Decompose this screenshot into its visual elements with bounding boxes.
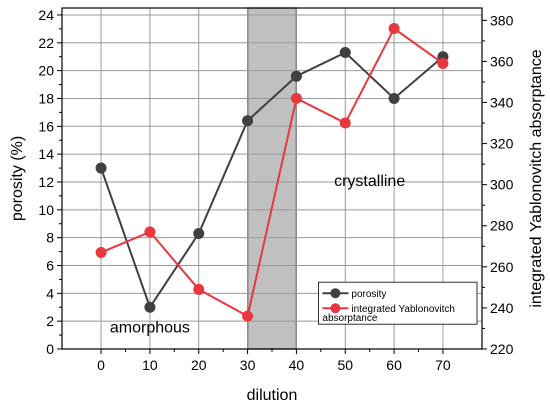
legend: porosity integrated Yablonovitch absorpt… xyxy=(317,281,478,325)
data-point-absorptance xyxy=(242,310,254,322)
y2-axis-title: integrated Yablonovitch absorptance xyxy=(528,49,545,307)
data-point-absorptance xyxy=(437,57,449,69)
shaded-region xyxy=(246,7,298,350)
legend-label-absorptance-continued: absorptance xyxy=(322,313,377,324)
y-tick-label: 0 xyxy=(46,341,54,357)
data-point-absorptance xyxy=(339,117,351,129)
data-point-porosity xyxy=(193,227,205,239)
series-layer xyxy=(95,23,449,322)
data-point-absorptance xyxy=(95,246,107,258)
x-tick-label: 0 xyxy=(97,357,105,373)
data-point-porosity xyxy=(339,47,351,59)
y-tick-label: 16 xyxy=(38,118,54,134)
legend-label-porosity: porosity xyxy=(351,289,386,300)
annotation-amorphous: amorphous xyxy=(110,319,190,336)
y2-tick-label: 300 xyxy=(490,177,514,193)
x-axis-title: dilution xyxy=(247,387,298,404)
series-line-absorptance xyxy=(100,27,444,318)
y-tick-label: 22 xyxy=(38,35,54,51)
data-point-porosity xyxy=(388,92,400,104)
label-layer: 0 10 20 30 40 50 60 700246810121416182022242202… xyxy=(38,7,513,373)
y2-tick-label: 280 xyxy=(490,218,514,234)
y-tick-label: 10 xyxy=(38,202,54,218)
data-point-porosity xyxy=(290,70,302,82)
legend-marker-porosity xyxy=(330,288,341,299)
x-tick-label: 50 xyxy=(337,357,353,373)
y2-tick-label: 360 xyxy=(490,53,514,69)
x-tick-label: 40 xyxy=(289,357,305,373)
x-tick-label: 20 xyxy=(191,357,207,373)
y-tick-label: 2 xyxy=(46,313,54,329)
x-tick-label: 60 xyxy=(386,357,402,373)
y2-tick-label: 320 xyxy=(490,136,514,152)
legend-box xyxy=(317,281,478,325)
y2-tick-label: 380 xyxy=(490,12,514,28)
y-tick-label: 6 xyxy=(46,257,54,273)
series-line-porosity xyxy=(100,51,444,310)
data-point-absorptance xyxy=(144,226,156,238)
shaded-region-layer xyxy=(246,7,298,350)
y2-tick-label: 340 xyxy=(490,94,514,110)
y-axis-title: porosity (%) xyxy=(9,136,26,221)
data-point-absorptance xyxy=(388,23,400,35)
data-point-porosity xyxy=(95,162,107,174)
y-tick-label: 12 xyxy=(38,174,54,190)
y-tick-label: 4 xyxy=(46,285,54,301)
legend-marker-absorptance xyxy=(330,303,341,314)
y-tick-label: 20 xyxy=(38,63,54,79)
y2-tick-label: 240 xyxy=(490,300,514,316)
legend-label-absorptance: integrated Yablonovitch xyxy=(351,304,455,315)
y-tick-label: 24 xyxy=(38,7,54,23)
x-tick-label: 30 xyxy=(240,357,256,373)
y-tick-label: 8 xyxy=(46,230,54,246)
y2-tick-label: 220 xyxy=(490,341,514,357)
y2-tick-label: 260 xyxy=(490,259,514,275)
annotation-crystalline: crystalline xyxy=(334,173,405,190)
data-point-absorptance xyxy=(193,283,205,295)
tick-layer xyxy=(57,14,487,354)
y-tick-label: 14 xyxy=(38,146,54,162)
x-tick-label: 10 xyxy=(142,357,158,373)
x-tick-label: 70 xyxy=(435,357,451,373)
data-point-porosity xyxy=(242,115,254,127)
data-point-porosity xyxy=(144,301,156,313)
data-point-absorptance xyxy=(290,92,302,104)
y-tick-label: 18 xyxy=(38,90,54,106)
